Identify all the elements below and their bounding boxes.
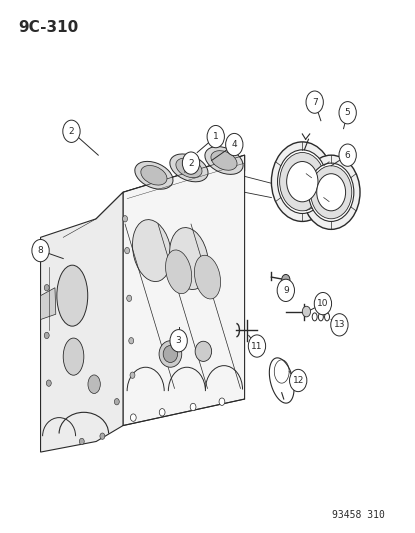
Circle shape — [290, 369, 307, 392]
Text: 3: 3 — [176, 336, 181, 345]
Circle shape — [32, 239, 49, 262]
Polygon shape — [123, 155, 244, 425]
Circle shape — [115, 399, 119, 405]
Circle shape — [302, 155, 360, 229]
Polygon shape — [41, 288, 56, 319]
Circle shape — [207, 125, 225, 148]
Text: 93458 310: 93458 310 — [332, 510, 385, 520]
Circle shape — [129, 337, 134, 344]
Ellipse shape — [176, 158, 202, 177]
Ellipse shape — [194, 255, 221, 299]
Circle shape — [44, 285, 49, 291]
Circle shape — [248, 335, 266, 357]
Ellipse shape — [163, 345, 178, 362]
Circle shape — [287, 161, 318, 202]
Circle shape — [100, 433, 105, 439]
Ellipse shape — [211, 151, 237, 170]
Circle shape — [170, 329, 187, 352]
Circle shape — [271, 142, 333, 221]
Circle shape — [63, 120, 80, 142]
Ellipse shape — [302, 306, 310, 317]
Circle shape — [79, 438, 84, 445]
Circle shape — [42, 242, 47, 248]
Circle shape — [130, 414, 136, 421]
Ellipse shape — [57, 265, 88, 326]
Circle shape — [339, 144, 356, 166]
Text: 1: 1 — [213, 132, 219, 141]
Circle shape — [130, 372, 135, 378]
Text: 5: 5 — [345, 108, 351, 117]
Text: 2: 2 — [68, 127, 74, 136]
Circle shape — [277, 279, 295, 302]
Ellipse shape — [159, 341, 182, 367]
Circle shape — [310, 166, 352, 219]
Circle shape — [124, 247, 129, 254]
Text: 11: 11 — [251, 342, 263, 351]
Circle shape — [317, 174, 346, 211]
Polygon shape — [41, 192, 123, 452]
Ellipse shape — [141, 166, 167, 185]
Text: 9: 9 — [283, 286, 289, 295]
Text: 13: 13 — [334, 320, 345, 329]
Polygon shape — [96, 155, 244, 235]
Circle shape — [127, 295, 132, 302]
Ellipse shape — [170, 228, 208, 289]
Circle shape — [339, 102, 356, 124]
Circle shape — [44, 332, 49, 338]
Text: 9C-310: 9C-310 — [18, 20, 78, 35]
Text: 6: 6 — [345, 151, 351, 160]
Circle shape — [308, 163, 354, 221]
Circle shape — [331, 314, 348, 336]
Circle shape — [282, 274, 290, 285]
Circle shape — [46, 380, 51, 386]
Circle shape — [182, 152, 200, 174]
Ellipse shape — [132, 220, 171, 281]
Circle shape — [219, 398, 225, 406]
Ellipse shape — [88, 375, 100, 393]
Text: 4: 4 — [232, 140, 237, 149]
Ellipse shape — [63, 338, 84, 375]
Circle shape — [314, 293, 332, 315]
Ellipse shape — [205, 147, 243, 174]
Circle shape — [159, 409, 165, 416]
Circle shape — [280, 152, 325, 211]
Text: 12: 12 — [293, 376, 304, 385]
Circle shape — [190, 403, 196, 411]
Text: 10: 10 — [317, 299, 329, 308]
Circle shape — [122, 216, 127, 222]
Circle shape — [278, 150, 327, 214]
Ellipse shape — [135, 161, 173, 189]
Text: 7: 7 — [312, 98, 317, 107]
Text: 2: 2 — [188, 159, 194, 167]
Ellipse shape — [195, 341, 212, 361]
Circle shape — [306, 91, 323, 114]
Text: 8: 8 — [38, 246, 44, 255]
Circle shape — [226, 133, 243, 156]
Ellipse shape — [166, 250, 192, 294]
Ellipse shape — [170, 154, 208, 182]
